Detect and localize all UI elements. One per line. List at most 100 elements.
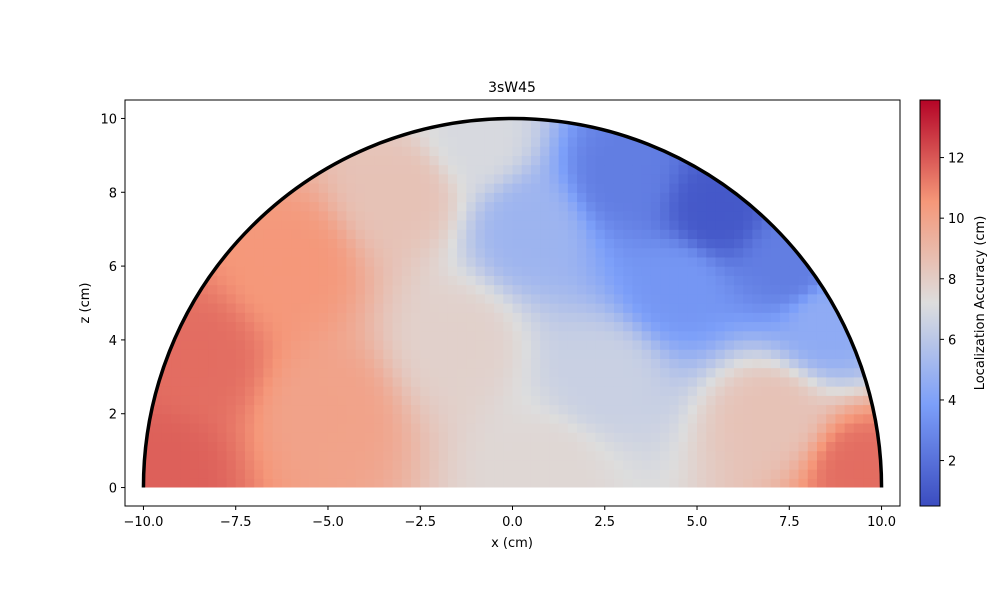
heatmap-cell <box>650 432 661 443</box>
heatmap-cell <box>724 238 735 249</box>
heatmap-cell <box>254 219 264 230</box>
heatmap-cell <box>595 386 606 396</box>
heatmap-cell <box>595 284 606 295</box>
heatmap-cell <box>549 146 560 156</box>
heatmap-cell <box>826 432 837 443</box>
heatmap-cell <box>411 229 421 240</box>
heatmap-cell <box>586 146 597 156</box>
heatmap-cell <box>171 404 181 415</box>
heatmap-cell <box>254 441 264 452</box>
heatmap-cell <box>613 450 624 461</box>
heatmap-cell <box>466 247 477 258</box>
heatmap-cell <box>152 478 163 488</box>
heatmap-cell <box>235 219 246 230</box>
heatmap-cell <box>789 367 800 378</box>
heatmap-cell <box>641 303 652 313</box>
heatmap-cell <box>660 404 670 415</box>
heatmap-cell <box>327 201 338 212</box>
heatmap-cell <box>198 358 209 369</box>
heatmap-cell <box>632 441 643 452</box>
heatmap-cell <box>706 404 717 415</box>
heatmap-cell <box>641 146 652 156</box>
heatmap-cell <box>567 339 578 350</box>
heatmap-cell <box>632 284 643 295</box>
heatmap-cell <box>770 358 781 369</box>
heatmap-cell <box>291 413 301 424</box>
heatmap-cell <box>364 275 375 286</box>
heatmap-cell <box>613 155 624 166</box>
heatmap-cell <box>660 164 670 175</box>
heatmap-cell <box>420 312 431 323</box>
heatmap-cell <box>484 229 495 240</box>
heatmap-cell <box>411 136 421 147</box>
heatmap-cell <box>226 321 237 332</box>
heatmap-cell <box>752 256 763 267</box>
heatmap-cell <box>337 413 348 424</box>
heatmap-cell <box>770 266 781 276</box>
heatmap-cell <box>724 422 735 433</box>
heatmap-cell <box>549 238 560 249</box>
heatmap-cell <box>457 275 467 286</box>
heatmap-cell <box>309 404 320 415</box>
heatmap-cell <box>530 183 541 193</box>
heatmap-cell <box>632 293 643 304</box>
heatmap-cell <box>807 275 818 286</box>
heatmap-cell <box>540 469 551 479</box>
heatmap-cell <box>530 450 541 461</box>
heatmap-cell <box>244 247 255 258</box>
heatmap-cell <box>623 118 634 129</box>
heatmap-cell <box>863 459 873 470</box>
heatmap-cell <box>438 395 449 406</box>
heatmap-cell <box>540 422 551 433</box>
heatmap-cell <box>180 395 191 406</box>
heatmap-cell <box>383 441 394 452</box>
heatmap-cell <box>189 367 200 378</box>
heatmap-cell <box>669 376 680 387</box>
heatmap-cell <box>466 330 477 341</box>
heatmap-cell <box>475 450 486 461</box>
heatmap-cell <box>706 303 717 313</box>
heatmap-cell <box>198 386 209 396</box>
heatmap-cell <box>300 293 311 304</box>
heatmap-cell <box>789 256 800 267</box>
heatmap-cell <box>503 164 514 175</box>
heatmap-cell <box>208 422 218 433</box>
heatmap-cell <box>383 432 394 443</box>
heatmap-cell <box>604 358 615 369</box>
heatmap-cell <box>327 173 338 184</box>
heatmap-cell <box>466 312 477 323</box>
heatmap-cell <box>540 441 551 452</box>
heatmap-cell <box>650 155 661 166</box>
heatmap-cell <box>660 459 670 470</box>
heatmap-cell <box>401 247 412 258</box>
heatmap-cell <box>706 275 717 286</box>
heatmap-cell <box>309 173 320 184</box>
heatmap-cell <box>521 155 532 166</box>
heatmap-cell <box>272 312 283 323</box>
heatmap-cell <box>706 155 717 166</box>
heatmap-cell <box>291 303 301 313</box>
heatmap-cell <box>420 164 431 175</box>
heatmap-cell <box>549 478 560 488</box>
heatmap-cell <box>411 432 421 443</box>
heatmap-cell <box>327 238 338 249</box>
heatmap-cell <box>346 173 357 184</box>
heatmap-cell <box>549 441 560 452</box>
heatmap-cell <box>632 146 643 156</box>
heatmap-cell <box>392 349 403 359</box>
heatmap-cell <box>789 469 800 479</box>
heatmap-cell <box>826 330 837 341</box>
heatmap-cell <box>318 441 329 452</box>
heatmap-cell <box>632 413 643 424</box>
heatmap-cell <box>318 201 329 212</box>
heatmap-cell <box>549 395 560 406</box>
heatmap-cell <box>687 256 698 267</box>
heatmap-cell <box>411 293 421 304</box>
heatmap-cell <box>678 376 689 387</box>
heatmap-cell <box>623 238 634 249</box>
heatmap-cell <box>281 266 292 276</box>
heatmap-cell <box>706 459 717 470</box>
heatmap-cell <box>254 256 264 267</box>
heatmap-cell <box>577 173 587 184</box>
heatmap-cell <box>853 478 864 488</box>
